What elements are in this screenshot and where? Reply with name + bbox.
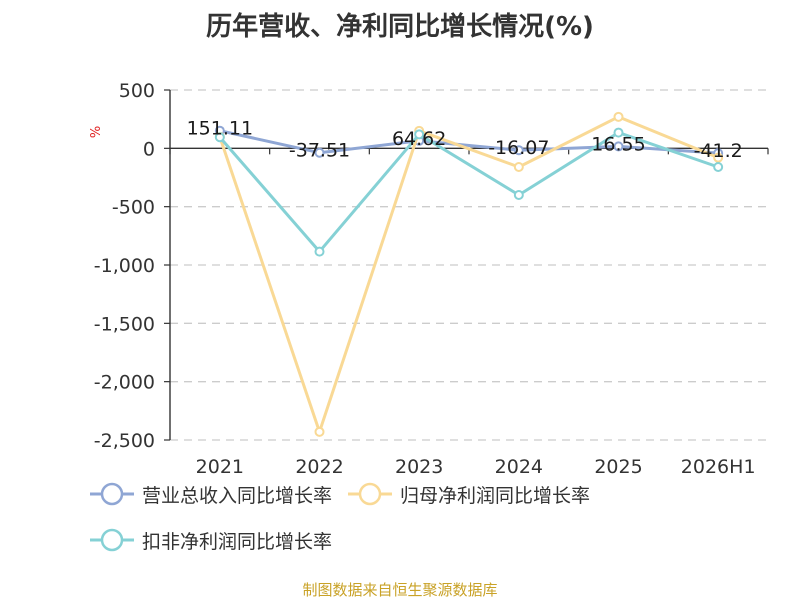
series-1-point — [314, 147, 325, 158]
y-tick-label: -1,000 — [94, 255, 155, 277]
y-tick-label: -2,500 — [94, 430, 155, 452]
legend-item-1[interactable]: 营业总收入同比增长率 — [88, 476, 332, 512]
legend: 营业总收入同比增长率 归母净利润同比增长率扣非净利润同比增长率 — [88, 476, 778, 558]
x-tick-label: 2024 — [495, 456, 543, 478]
x-tick-label: 2025 — [594, 456, 642, 478]
data-label: 64.62 — [392, 128, 446, 150]
series-3-point — [414, 129, 425, 140]
y-tick-labels: 500 0 -500 -1,000 -1,500 -2,000 -2,500 — [94, 80, 155, 452]
series-group — [214, 111, 724, 437]
legend-label: 归母净利润同比增长率 — [400, 484, 591, 507]
legend-label: 营业总收入同比增长率 — [142, 484, 333, 507]
source-note: 制图数据来自恒生聚源数据库 — [302, 581, 498, 599]
series-1-point — [513, 145, 524, 156]
x-tick-label: 2022 — [295, 456, 343, 478]
series-line-1 — [219, 129, 719, 155]
series-3-point — [713, 162, 724, 172]
series-line-2 — [218, 115, 719, 434]
y-tick-label: -1,500 — [94, 313, 155, 335]
data-label: -41.2 — [694, 140, 743, 162]
x-tick-label: 2021 — [196, 456, 244, 478]
series-1-point — [613, 141, 624, 152]
y-tick-label: 500 — [119, 80, 155, 102]
x-tick-label: 2026H1 — [681, 456, 756, 478]
x-tick-label: 2023 — [395, 456, 443, 478]
series-3-point — [214, 132, 225, 143]
legend-marker — [90, 528, 134, 552]
data-label: -16.07 — [488, 137, 549, 159]
series-2-point — [513, 162, 524, 172]
legend-label: 扣非净利润同比增长率 — [142, 530, 333, 553]
y-tick-label: 0 — [143, 138, 155, 160]
series-3-point — [513, 190, 524, 200]
legend-item-2[interactable]: 归母净利润同比增长率 — [346, 476, 590, 512]
data-label: -37.51 — [289, 140, 350, 162]
series-2-point — [314, 426, 325, 437]
series-line-3 — [218, 131, 719, 254]
series-2-point — [613, 111, 624, 122]
y-tick-label: -2,000 — [94, 372, 155, 394]
chart-title: 历年营收、净利同比增长情况(%) — [206, 12, 594, 42]
legend-item-3[interactable]: 扣非净利润同比增长率 — [88, 522, 332, 558]
legend-marker — [90, 482, 134, 506]
data-labels: 151.11 -37.51 64.62 -16.07 16.55 -41.2 — [187, 118, 743, 162]
series-3-point — [314, 246, 325, 257]
data-label: 151.11 — [187, 118, 253, 140]
grid-lines — [170, 89, 768, 441]
x-tick-labels: 2021 2022 2023 2024 2025 2026H1 — [196, 456, 756, 478]
data-label: 16.55 — [591, 133, 645, 155]
y-tick-label: -500 — [112, 197, 155, 219]
series-3-point — [613, 127, 624, 138]
legend-marker — [348, 482, 393, 506]
series-2-point — [713, 152, 724, 163]
y-unit-label: % — [89, 126, 104, 138]
